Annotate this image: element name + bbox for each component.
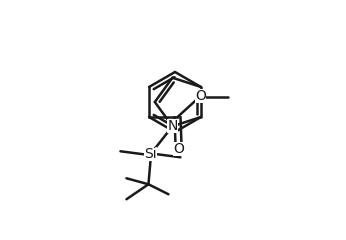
Text: N: N (167, 119, 177, 133)
Text: O: O (195, 89, 206, 103)
Text: O: O (173, 142, 184, 156)
Text: Si: Si (144, 147, 157, 161)
